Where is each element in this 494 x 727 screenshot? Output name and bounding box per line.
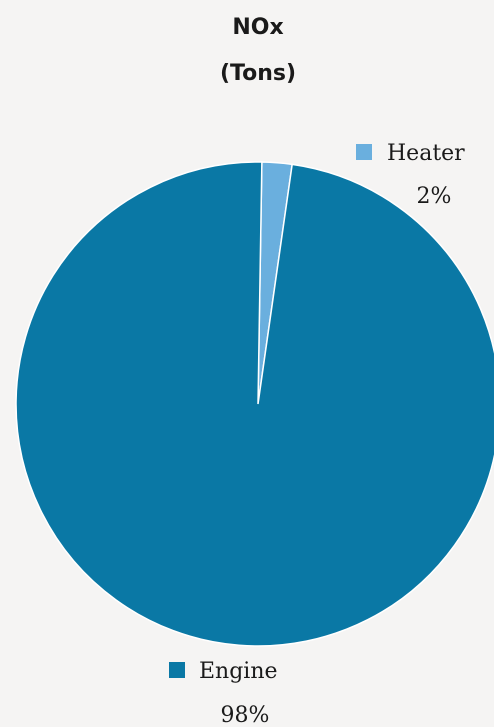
legend-heater-label: Heater — [387, 141, 465, 166]
legend-heater-swatch — [356, 144, 372, 160]
legend-engine-percent: 98% — [221, 703, 270, 727]
legend-engine-label: Engine — [199, 659, 278, 684]
chart-title-line-1: NOx — [232, 15, 283, 40]
legend-engine: Engine 98% — [169, 659, 278, 727]
chart-title: NOx (Tons) — [220, 15, 296, 86]
legend-heater: Heater 2% — [356, 141, 465, 209]
legend-engine-swatch — [169, 662, 185, 678]
pie-slices — [15, 161, 494, 647]
chart-title-line-2: (Tons) — [220, 61, 296, 86]
legend-heater-percent: 2% — [417, 184, 452, 209]
pie-slice-engine — [15, 161, 494, 647]
